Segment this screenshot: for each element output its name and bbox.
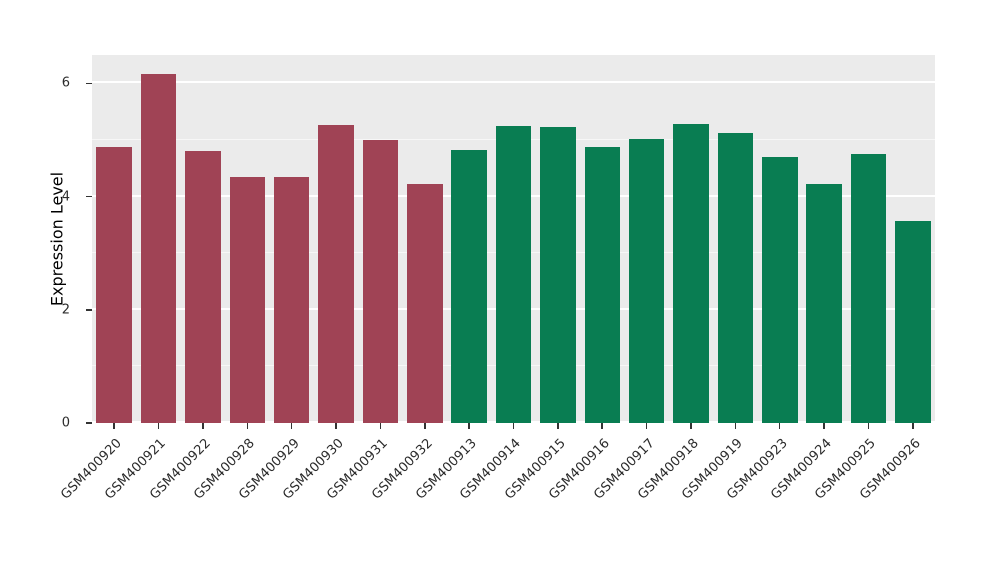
y-tickmark	[86, 309, 92, 311]
x-ticklabel-cell: GSM400926	[857, 432, 935, 552]
x-axis-ticklabels: GSM400920 GSM400921 GSM400922 GSM400928 GSM4…	[58, 432, 935, 552]
bar-GSM400923	[762, 156, 798, 423]
bar-slot	[92, 55, 136, 423]
bar-GSM400924	[806, 183, 842, 423]
x-tickmark	[468, 423, 470, 429]
y-tickmark	[86, 82, 92, 85]
y-tickmark	[86, 422, 92, 424]
bar-slot	[758, 55, 802, 423]
bar-GSM400931	[362, 139, 399, 423]
x-tickmark	[601, 423, 603, 429]
bar-GSM400914	[495, 126, 532, 423]
plot-area	[92, 55, 935, 423]
bar-GSM400920	[96, 147, 132, 423]
bar-slot	[580, 55, 624, 423]
x-tickmark	[912, 423, 914, 429]
x-tickmark	[202, 423, 204, 429]
bar-slot	[358, 55, 402, 423]
x-tickmark	[379, 423, 382, 429]
bar-GSM400917	[628, 139, 665, 423]
bar-GSM400922	[185, 151, 221, 423]
y-ticklabel: 2	[61, 302, 70, 318]
x-tickmark	[113, 423, 115, 429]
x-tickmark	[645, 423, 648, 429]
bar-slot	[447, 55, 491, 423]
bar-GSM400932	[407, 183, 443, 423]
x-tickmark	[157, 423, 160, 429]
y-ticklabel: 4	[61, 189, 70, 205]
x-tickmark	[424, 423, 426, 429]
bar-GSM400930	[318, 124, 354, 423]
bar-GSM400918	[673, 124, 709, 423]
bar-slot	[669, 55, 713, 423]
x-tickmark	[557, 423, 559, 429]
y-axis-ticklabels: 0 2 4 6	[0, 55, 84, 431]
bar-GSM400913	[451, 149, 487, 423]
bars-row	[92, 55, 935, 423]
bar-GSM400926	[895, 221, 931, 423]
bar-slot	[403, 55, 447, 423]
bar-GSM400916	[584, 146, 621, 423]
bar-slot	[314, 55, 358, 423]
bar-GSM400919	[717, 133, 754, 423]
x-tickmark	[335, 423, 337, 429]
bar-slot	[136, 55, 180, 423]
y-ticklabel: 0	[61, 415, 70, 431]
y-tickmark	[86, 195, 92, 198]
x-tickmark	[867, 423, 870, 429]
bar-slot	[491, 55, 535, 423]
x-tickmark	[734, 423, 737, 429]
x-tickmark	[512, 423, 515, 429]
bar-slot	[225, 55, 269, 423]
bar-GSM400921	[140, 73, 177, 423]
bar-slot	[625, 55, 669, 423]
major-gridline	[92, 81, 935, 84]
x-tickmark	[690, 423, 692, 429]
bar-slot	[536, 55, 580, 423]
x-tickmark	[823, 423, 825, 429]
bar-GSM400925	[850, 154, 887, 423]
x-tickmark	[778, 423, 781, 429]
bar-slot	[270, 55, 314, 423]
bar-GSM400929	[273, 177, 310, 423]
bar-slot	[181, 55, 225, 423]
y-ticklabel: 6	[61, 75, 70, 91]
x-tickmark	[246, 423, 249, 429]
bar-slot	[802, 55, 846, 423]
x-tickmark	[290, 423, 293, 429]
bar-slot	[713, 55, 757, 423]
bar-slot	[891, 55, 935, 423]
bar-GSM400915	[540, 126, 576, 423]
bar-slot	[846, 55, 890, 423]
bar-GSM400928	[229, 176, 266, 423]
